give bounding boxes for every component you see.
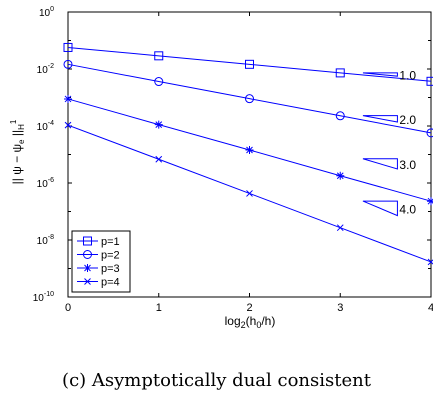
- figure-caption: (c) Asymptotically dual consistent: [62, 370, 371, 391]
- x-tick-label: 0: [65, 302, 71, 314]
- legend-marker: [83, 264, 92, 272]
- data-point: [155, 155, 163, 163]
- y-tick-base: 10: [33, 293, 45, 304]
- y-tick-base: 10: [39, 8, 51, 19]
- y-tick-base: 10: [37, 179, 49, 190]
- data-point: [426, 128, 433, 138]
- data-point: [64, 94, 72, 103]
- slope-annotations-layer: 1.0 2.0 3.0 4.0: [362, 69, 416, 217]
- data-point: [245, 145, 254, 154]
- y-tick-label: 10-10: [33, 291, 54, 304]
- data-point: [427, 258, 433, 266]
- legend-item: p=4: [77, 277, 120, 289]
- x-label-part: 2: [241, 320, 246, 330]
- slope-triangle: [362, 200, 398, 217]
- slope-annotation: 2.0: [362, 113, 416, 127]
- legend-label: p=1: [101, 236, 120, 248]
- y-tick-label: 10-6: [37, 177, 54, 190]
- legend-item: p=1: [77, 236, 120, 248]
- series-p-2: [63, 59, 433, 138]
- data-point: [335, 68, 345, 78]
- x-axis-label: log2(h0/h): [225, 314, 276, 330]
- y-tick-label: 10-4: [37, 120, 54, 133]
- y-tick-exponent: -8: [48, 234, 54, 241]
- y-label-part: || ψ − ψ: [10, 144, 24, 184]
- y-tick-exponent: -4: [48, 120, 54, 127]
- data-point: [336, 224, 344, 232]
- x-label-part: log: [225, 314, 241, 328]
- x-tick-label: 4: [428, 302, 433, 314]
- legend: p=1 p=2p=3 p=4: [71, 230, 131, 293]
- y-tick-label: 10-8: [37, 234, 54, 247]
- y-tick-exponent: -10: [44, 291, 54, 298]
- y-axis-label: || ψ − ψe ||H1: [9, 119, 26, 184]
- y-tick-base: 10: [37, 122, 49, 133]
- x-label-part: (h: [246, 314, 257, 328]
- y-label-part: e: [17, 139, 26, 144]
- x-tick-label: 3: [337, 302, 343, 314]
- y-tick-exponent: 0: [50, 6, 54, 13]
- series-p-3: [64, 94, 433, 206]
- legend-marker: [83, 236, 92, 246]
- series-line: [67, 46, 432, 82]
- x-tick-label: 1: [156, 302, 162, 314]
- data-point: [245, 59, 254, 69]
- slope-annotation: 4.0: [362, 200, 416, 217]
- legend-marker: [84, 278, 91, 285]
- series-line: [67, 63, 432, 134]
- series-p-1: [63, 42, 433, 86]
- data-point: [64, 121, 72, 129]
- data-point: [427, 197, 433, 206]
- y-tick-base: 10: [37, 236, 49, 247]
- data-point: [336, 171, 345, 180]
- slope-label: 4.0: [399, 202, 416, 216]
- series-p-4: [64, 121, 433, 266]
- y-label-part: ||: [10, 130, 24, 140]
- y-tick-exponent: -6: [48, 177, 54, 184]
- y-tick-base: 10: [37, 65, 49, 76]
- x-label-part: /h): [261, 314, 275, 328]
- x-tick-label: 2: [246, 302, 252, 314]
- data-point: [335, 111, 345, 121]
- y-tick-label: 100: [39, 6, 54, 19]
- axis-labels-layer: log2(h0/h)|| ψ − ψe ||H1: [9, 119, 275, 330]
- legend-item: p=2: [77, 250, 120, 262]
- legend-marker: [83, 250, 92, 259]
- x-label-part: 0: [256, 320, 261, 330]
- slope-annotation: 1.0: [362, 69, 416, 83]
- legend-item: p=3: [77, 263, 120, 275]
- slope-label: 2.0: [399, 113, 416, 127]
- data-point: [154, 51, 164, 61]
- slope-label: 1.0: [399, 69, 416, 83]
- legend-label: p=2: [101, 250, 120, 262]
- y-tick-label: 10-2: [37, 63, 54, 76]
- slope-triangle: [362, 158, 398, 170]
- data-point: [154, 77, 164, 87]
- legend-label: p=3: [101, 263, 120, 275]
- data-point: [246, 190, 253, 197]
- data-point: [245, 94, 254, 104]
- y-label-part: 1: [9, 119, 18, 124]
- series-layer: [63, 42, 433, 266]
- data-point: [426, 76, 433, 86]
- data-point: [154, 120, 163, 129]
- legend-label: p=4: [101, 277, 120, 289]
- slope-label: 3.0: [399, 158, 416, 172]
- slope-triangle: [362, 115, 398, 123]
- y-tick-exponent: -2: [48, 63, 54, 70]
- data-point: [63, 59, 73, 69]
- data-point: [63, 42, 73, 52]
- slope-triangle: [362, 72, 398, 77]
- slope-annotation: 3.0: [362, 158, 416, 172]
- y-label-part: H: [17, 124, 26, 130]
